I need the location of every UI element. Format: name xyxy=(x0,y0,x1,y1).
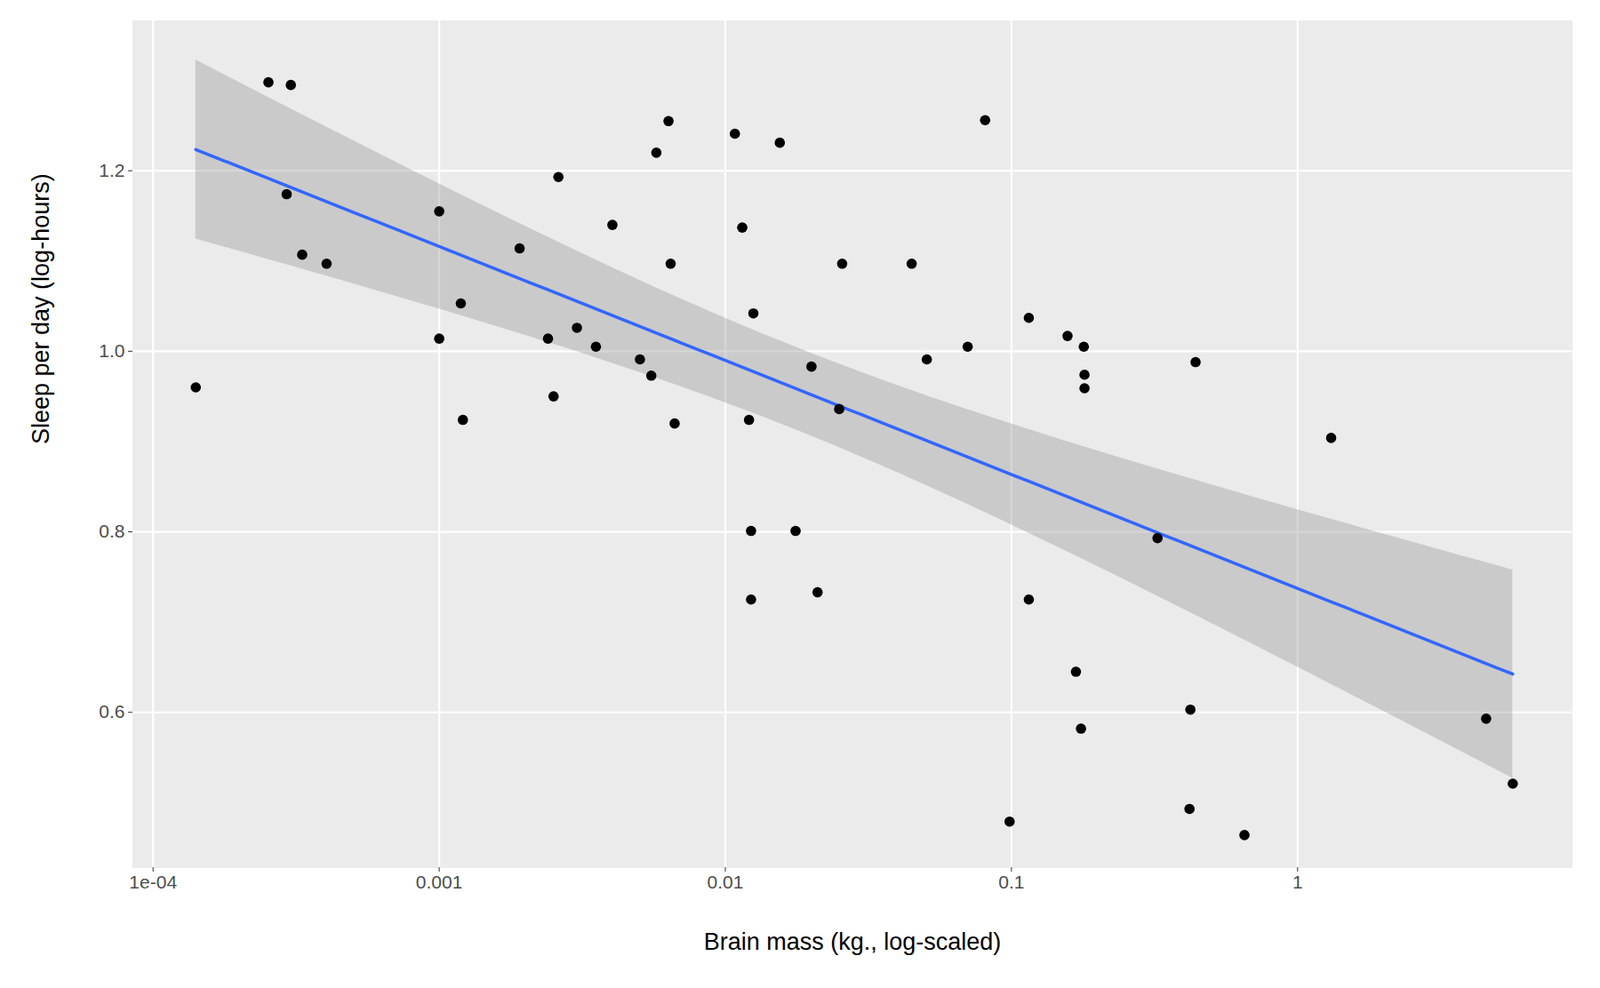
svg-text:1e-04: 1e-04 xyxy=(128,872,177,893)
svg-text:1: 1 xyxy=(1292,872,1304,893)
svg-text:0.1: 0.1 xyxy=(998,872,1024,893)
svg-text:0.001: 0.001 xyxy=(416,872,464,893)
svg-text:0.01: 0.01 xyxy=(707,872,744,893)
svg-text:0.6: 0.6 xyxy=(98,701,125,722)
svg-text:0.8: 0.8 xyxy=(98,520,125,542)
svg-text:Sleep per day (log-hours): Sleep per day (log-hours) xyxy=(27,173,55,445)
svg-text:1.2: 1.2 xyxy=(98,160,125,181)
svg-text:Brain mass (kg., log-scaled): Brain mass (kg., log-scaled) xyxy=(704,928,1002,956)
svg-text:1.0: 1.0 xyxy=(98,340,125,361)
